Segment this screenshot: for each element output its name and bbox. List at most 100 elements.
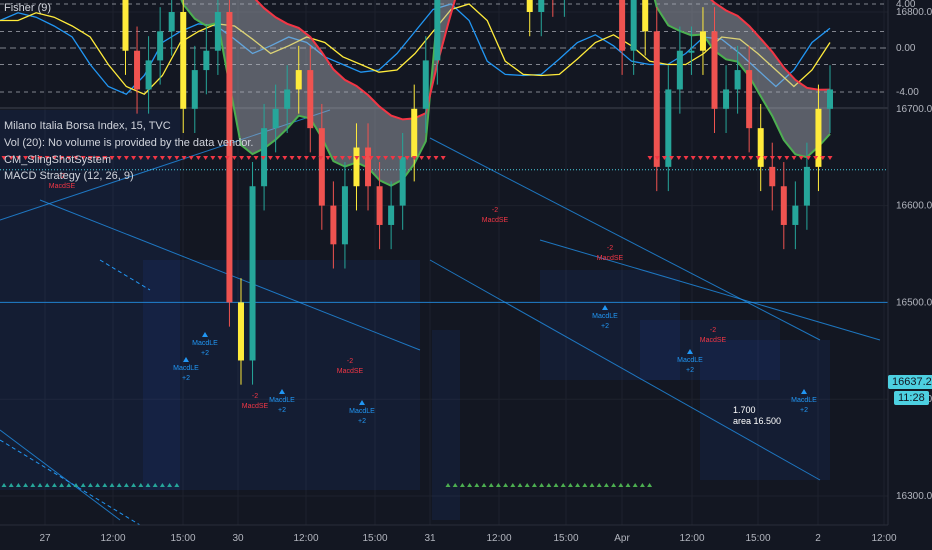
macd-short-label: MacdSE: [49, 183, 76, 190]
buy-signal-marker: [553, 483, 559, 487]
long-entry-arrow: [602, 305, 608, 310]
candle-body: [191, 70, 198, 109]
candle-body: [815, 108, 822, 167]
sell-signal-marker: [676, 156, 682, 160]
price-pane[interactable]: MacdLE +2 MacdLE +2 MacdLE +2 MacdLE +2 MacdLE +2…: [0, 0, 888, 526]
sell-signal-marker: [152, 156, 158, 160]
price-tick-label: 16500.00: [896, 297, 932, 308]
sell-signal-marker: [203, 156, 209, 160]
buy-signal-marker: [80, 483, 86, 487]
sell-signal-marker: [647, 156, 653, 160]
sell-signal-marker: [80, 156, 86, 160]
sell-signal-marker: [404, 156, 410, 160]
sell-signal-marker: [339, 156, 345, 160]
sell-signal-marker: [433, 156, 439, 160]
sell-signal-marker: [784, 156, 790, 160]
sell-signal-marker: [762, 156, 768, 160]
sell-signal-marker: [769, 156, 775, 160]
dashed-trend-line: [99, 259, 151, 291]
buy-signal-marker: [167, 483, 173, 487]
candle-body: [318, 128, 325, 206]
macd-plus-label: +2: [182, 375, 190, 382]
fisher-legend[interactable]: Fisher (9): [4, 2, 52, 14]
buy-signal-marker: [51, 483, 57, 487]
trend-line: [429, 259, 821, 481]
buy-signal-marker: [145, 483, 151, 487]
candle-body: [134, 50, 141, 90]
time-axis[interactable]: 27 12:00 15:00 30 12:00 15:00 31 12:00 15:00 Apr 1…: [0, 524, 897, 544]
sell-signal-marker: [23, 156, 29, 160]
macd-plus-label: +2: [278, 407, 286, 414]
legend-symbol[interactable]: Milano Italia Borsa Index, 15, TVC: [4, 120, 171, 132]
sell-signal-marker: [217, 156, 223, 160]
candle-body: [746, 70, 753, 129]
bar-countdown: 11:28: [894, 391, 929, 405]
candle-body: [676, 50, 683, 90]
candle-body: [365, 147, 372, 187]
sell-signal-marker: [748, 156, 754, 160]
macd-plus-label: +2: [601, 323, 609, 330]
buy-signal-marker: [647, 483, 653, 487]
shaded-zone: [700, 340, 830, 480]
trend-line: [539, 239, 881, 341]
ema-fast-line: [180, 0, 831, 187]
buy-signal-marker: [59, 483, 65, 487]
sell-signal-marker: [30, 156, 36, 160]
sell-signal-marker: [116, 156, 122, 160]
sell-signal-marker: [726, 156, 732, 160]
sell-signal-marker: [654, 156, 660, 160]
candle-body: [526, 0, 533, 12]
sell-signal-marker: [253, 156, 259, 160]
candle-body: [203, 50, 210, 71]
sell-signal-marker: [347, 156, 353, 160]
buy-signal-marker: [459, 483, 465, 487]
legend-volume[interactable]: Vol (20): No volume is provided by the d…: [4, 137, 254, 149]
sell-signal-marker: [260, 156, 266, 160]
buy-signal-marker: [95, 483, 101, 487]
buy-signal-marker: [109, 483, 115, 487]
ema-slow-line: [254, 0, 831, 121]
sell-signal-marker: [791, 156, 797, 160]
fisher-tick-label: -4.00: [896, 87, 919, 98]
sell-signal-marker: [123, 156, 129, 160]
buy-signal-marker: [8, 483, 14, 487]
buy-signal-marker: [152, 483, 158, 487]
legend-macd-strategy[interactable]: MACD Strategy (12, 26, 9): [4, 170, 134, 182]
sell-signal-marker: [224, 156, 230, 160]
buy-signal-marker: [1, 483, 7, 487]
time-tick-label: 15:00: [362, 533, 387, 544]
buy-signal-marker: [517, 483, 523, 487]
buy-signal-marker: [625, 483, 631, 487]
sell-signal-marker: [145, 156, 151, 160]
buy-signal-marker: [481, 483, 487, 487]
candle-body: [780, 186, 787, 225]
dashed-trend-line: [0, 439, 141, 526]
sell-signal-marker: [354, 156, 360, 160]
buy-signal-marker: [611, 483, 617, 487]
shaded-zone: [640, 320, 780, 380]
buy-signal-marker: [15, 483, 21, 487]
long-entry-arrow: [202, 332, 208, 337]
buy-signal-marker: [560, 483, 566, 487]
buy-signal-marker: [531, 483, 537, 487]
buy-signal-marker: [159, 483, 165, 487]
trend-line: [429, 137, 821, 341]
sell-signal-marker: [741, 156, 747, 160]
sell-signal-marker: [777, 156, 783, 160]
trend-line: [0, 109, 331, 221]
legend-slingshot[interactable]: CM_SlingShotSystem: [4, 154, 111, 166]
sell-signal-marker: [95, 156, 101, 160]
sell-signal-marker: [755, 156, 761, 160]
buy-signal-marker: [30, 483, 36, 487]
buy-signal-marker: [467, 483, 473, 487]
buy-signal-marker: [131, 483, 137, 487]
buy-signal-marker: [524, 483, 530, 487]
macd-long-label: MacdLE: [173, 365, 199, 372]
sell-signal-marker: [311, 156, 317, 160]
time-tick-label: 15:00: [553, 533, 578, 544]
sell-signal-marker: [275, 156, 281, 160]
sell-signal-marker: [411, 156, 417, 160]
price-tick-label: 16600.00: [896, 201, 932, 212]
sell-signal-marker: [44, 156, 50, 160]
